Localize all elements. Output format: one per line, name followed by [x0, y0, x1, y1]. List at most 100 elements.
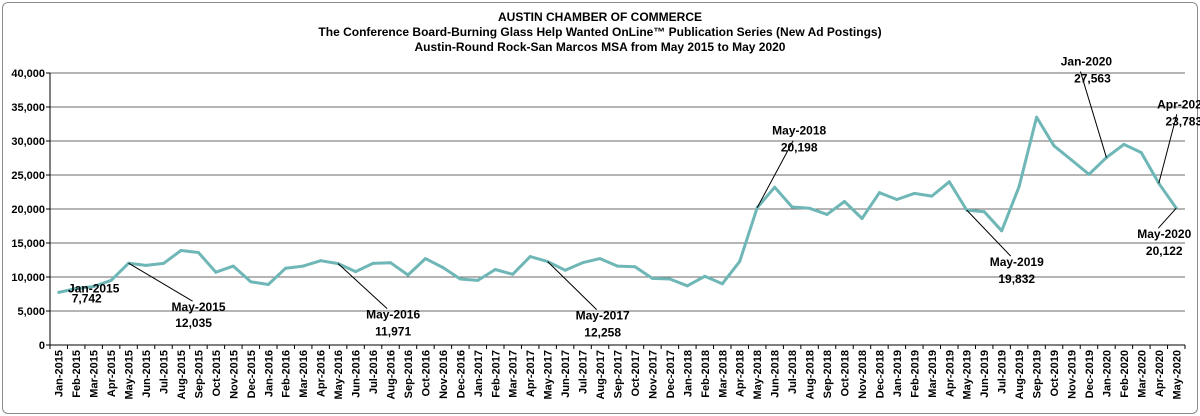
x-tick-label: Aug-2016 [386, 350, 398, 400]
y-tick-label: 35,000 [11, 102, 45, 114]
x-tick-label: Mar-2017 [508, 350, 520, 398]
data-point [1035, 115, 1039, 119]
annotation-leader [1157, 207, 1177, 229]
chart-subtitle-1: The Conference Board-Burning Glass Help … [318, 25, 882, 39]
data-point [738, 259, 742, 263]
x-tick-label: May-2019 [962, 350, 974, 400]
y-tick-label: 30,000 [11, 136, 45, 148]
x-tick-label: Jan-2018 [682, 350, 694, 397]
x-tick-label: Jan-2019 [892, 350, 904, 397]
data-point [616, 264, 619, 268]
x-tick-label: Aug-2015 [176, 350, 188, 400]
x-tick-label: Sep-2019 [1032, 350, 1044, 398]
data-point [92, 285, 96, 289]
annotation-label: May-2016 [366, 308, 420, 322]
annotation-value: 20,122 [1146, 244, 1183, 258]
data-point [214, 270, 218, 274]
y-tick-label: 0 [39, 340, 45, 352]
data-point [982, 210, 986, 214]
data-point [301, 264, 305, 268]
data-point [947, 180, 951, 184]
x-tick-label: Jun-2015 [141, 350, 153, 398]
data-point [249, 280, 253, 284]
annotation-value: 19,832 [998, 272, 1035, 286]
data-point [895, 197, 899, 201]
annotation-value: 11,971 [375, 325, 411, 339]
annotation-leader [756, 140, 794, 208]
x-tick-label: Apr-2018 [735, 350, 747, 397]
x-tick-label: Sep-2016 [403, 350, 415, 398]
x-tick-label: Oct-2018 [840, 350, 852, 396]
data-point [1000, 229, 1004, 233]
x-tick-label: Feb-2017 [490, 350, 502, 398]
data-point [57, 290, 61, 294]
annotation-leader [547, 261, 598, 311]
x-tick-label: May-2016 [333, 350, 345, 400]
data-point [808, 206, 812, 210]
annotation-label: May-2015 [172, 300, 226, 314]
x-tick-label: Apr-2015 [106, 350, 118, 397]
x-tick-label: Oct-2017 [630, 350, 642, 396]
x-tick-label: Jul-2017 [578, 350, 590, 394]
x-tick-label: Jan-2015 [54, 350, 66, 397]
annotation-label: Apr-2020 [1157, 97, 1200, 111]
data-point [1052, 144, 1056, 148]
x-tick-label: Aug-2017 [595, 350, 607, 400]
x-tick-label: Apr-2017 [525, 350, 537, 397]
annotation-label: Jan-2015 [68, 281, 120, 295]
data-point [423, 257, 427, 261]
x-tick-label: Mar-2019 [927, 350, 939, 398]
x-tick-label: May-2017 [543, 350, 555, 400]
data-point [511, 272, 515, 276]
x-tick-label: Nov-2016 [438, 350, 450, 399]
data-point [1139, 151, 1143, 155]
data-point [1017, 185, 1021, 189]
data-point [650, 276, 654, 280]
annotation-label: May-2019 [990, 255, 1044, 269]
x-tick-label: Jul-2019 [997, 350, 1009, 394]
x-tick-label: Feb-2015 [71, 350, 83, 398]
y-tick-label: 10,000 [11, 272, 45, 284]
annotation-label: Jan-2020 [1061, 55, 1113, 69]
data-point [930, 194, 934, 198]
x-tick-label: Feb-2016 [281, 350, 293, 398]
data-point [528, 255, 532, 259]
x-tick-label: Feb-2018 [700, 350, 712, 398]
x-tick-label: Dec-2016 [455, 350, 467, 398]
chart-subtitle-2: Austin-Round Rock-San Marcos MSA from Ma… [414, 40, 786, 54]
data-point [493, 268, 497, 272]
data-point [773, 185, 777, 189]
data-point [912, 191, 916, 195]
x-tick-label: Jul-2015 [159, 350, 171, 394]
x-tick-label: Dec-2019 [1084, 350, 1096, 398]
x-tick-label: Feb-2020 [1119, 350, 1131, 398]
x-tick-label: Sep-2015 [193, 350, 205, 398]
annotation-leader [128, 262, 193, 302]
data-point [1070, 158, 1073, 162]
chart-title: AUSTIN CHAMBER OF COMMERCE [498, 10, 702, 24]
x-tick-label: Sep-2017 [613, 350, 625, 398]
annotation-label: May-2017 [576, 309, 630, 323]
x-tick-label: Dec-2015 [246, 350, 258, 398]
data-point [266, 282, 270, 286]
data-point [877, 191, 881, 195]
data-point [284, 266, 288, 270]
annotation-value: 23,783 [1165, 114, 1200, 128]
data-point [843, 200, 846, 204]
x-tick-label: Jun-2016 [351, 350, 363, 398]
annotation-leader [1158, 114, 1178, 184]
data-point [144, 263, 148, 267]
data-point [685, 284, 689, 288]
data-point [860, 217, 864, 221]
x-tick-label: Mar-2016 [298, 350, 310, 398]
data-point [790, 205, 794, 209]
data-point [581, 261, 585, 265]
x-tick-label: May-2020 [1171, 350, 1183, 400]
data-point [179, 248, 183, 252]
y-tick-label: 40,000 [11, 68, 45, 80]
x-tick-label: Apr-2019 [944, 350, 956, 397]
x-tick-label: Nov-2015 [228, 350, 240, 399]
data-point [371, 261, 375, 265]
data-point [668, 277, 672, 281]
